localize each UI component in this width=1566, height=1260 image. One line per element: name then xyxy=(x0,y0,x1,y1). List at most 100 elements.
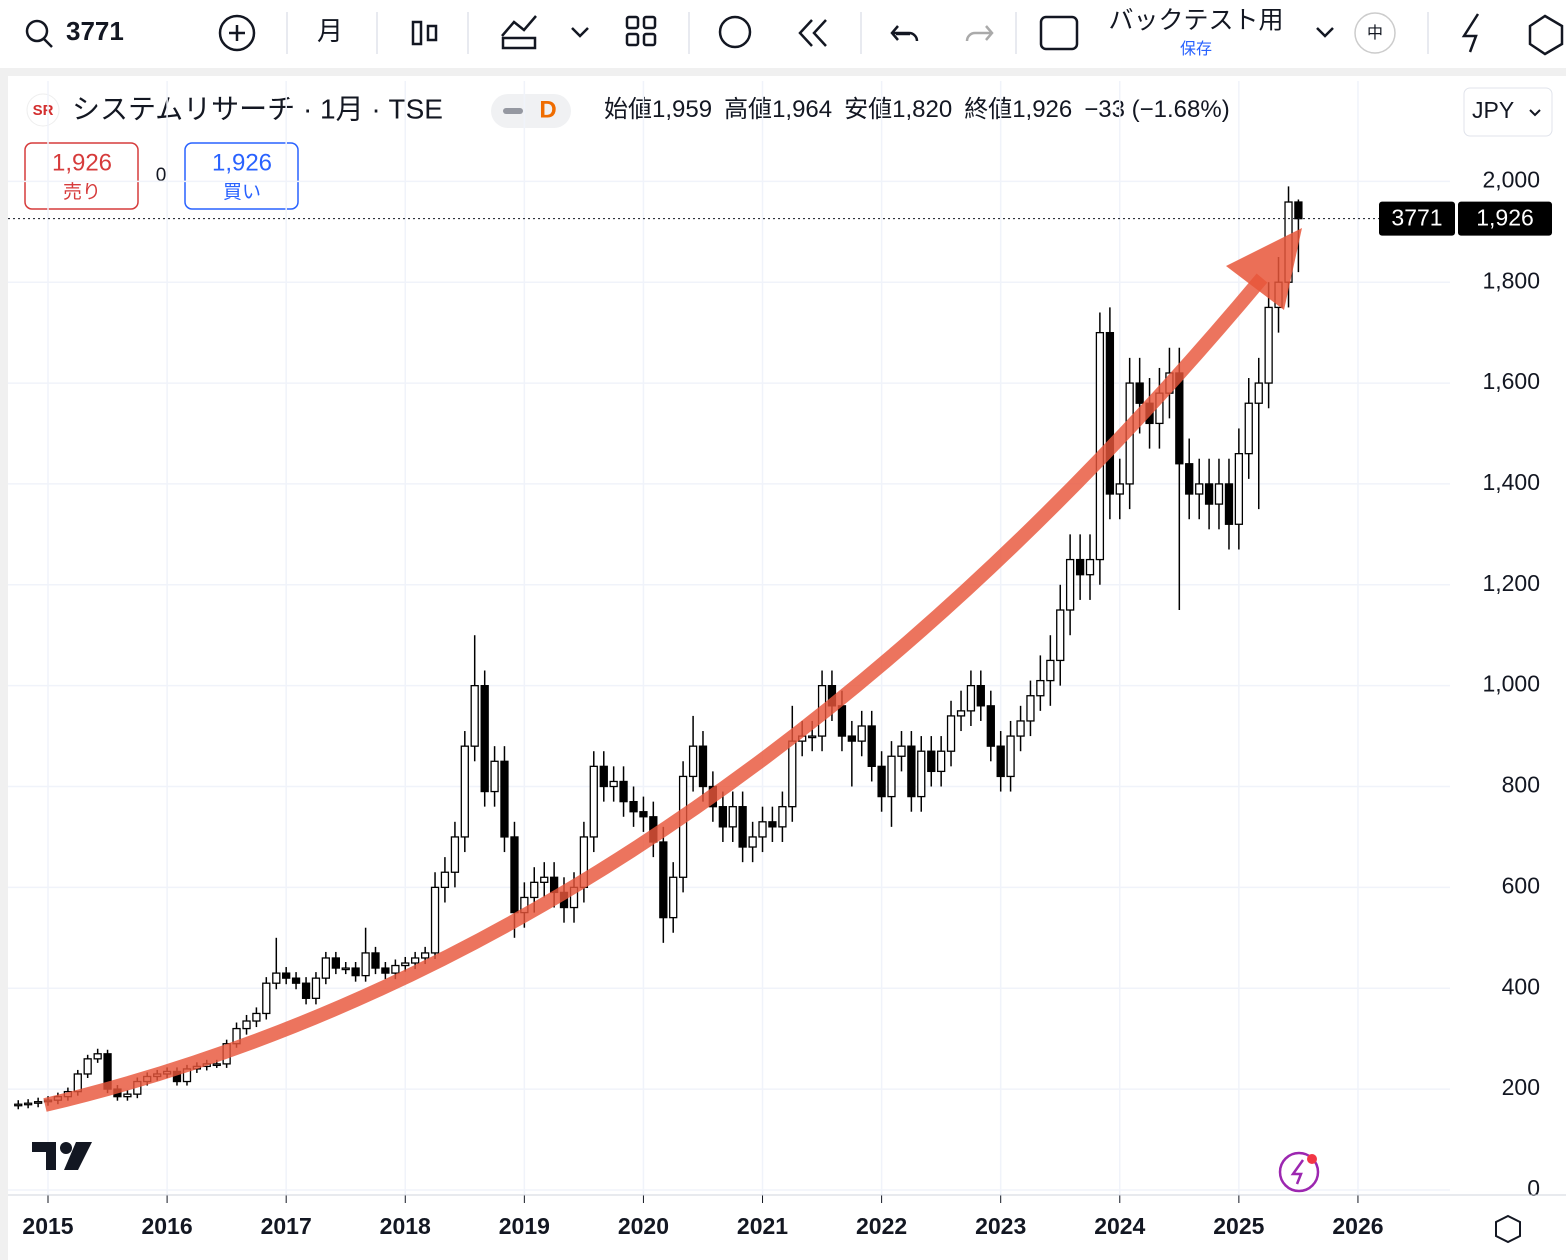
candle-body xyxy=(242,1020,251,1030)
candle-body xyxy=(14,1103,23,1107)
candle-body xyxy=(718,806,728,828)
size-label[interactable]: 中 xyxy=(1367,24,1383,42)
candle-body xyxy=(1016,720,1025,737)
x-tick-label: 2024 xyxy=(1094,1213,1145,1239)
backtest[interactable]: バックテスト用 xyxy=(1108,7,1283,35)
candle-body xyxy=(1135,382,1144,404)
candle-body xyxy=(123,1093,132,1098)
notification-dot xyxy=(1307,1154,1317,1164)
candle-body xyxy=(1294,201,1303,220)
currency[interactable]: JPY xyxy=(1472,97,1514,123)
candle-body xyxy=(73,1073,82,1093)
dropdown[interactable] xyxy=(571,27,589,38)
candle-body xyxy=(748,836,757,848)
candle-body xyxy=(956,710,966,717)
candle-body xyxy=(629,800,638,813)
candle-body xyxy=(1204,483,1214,505)
buy-label[interactable]: 買い xyxy=(223,182,261,203)
candle-body xyxy=(262,982,271,1015)
buy-button[interactable] xyxy=(184,142,299,210)
ohlc-legend: 始値1,959 高値1,964 安値1,820 終値1,926 −33 (−1.68%) xyxy=(604,96,1230,123)
candle-body xyxy=(936,750,946,773)
indicator-icon[interactable] xyxy=(501,15,537,37)
quick-icon[interactable] xyxy=(1461,13,1480,53)
candle-body xyxy=(837,705,847,737)
currency-button[interactable] xyxy=(1463,87,1553,137)
candle-body xyxy=(321,957,330,979)
candle-body xyxy=(1085,558,1095,576)
sell-label[interactable]: 売り xyxy=(63,181,101,203)
settings-icon[interactable] xyxy=(1528,14,1564,56)
trend-arrow-head xyxy=(1226,228,1302,310)
candle-body xyxy=(639,811,648,818)
candle-body xyxy=(946,715,956,752)
logo xyxy=(26,93,60,127)
interval[interactable]: 月 xyxy=(317,16,343,46)
candle-body xyxy=(847,735,856,742)
candle-body xyxy=(540,876,549,883)
candle-body xyxy=(1026,695,1035,722)
candle-body xyxy=(877,765,886,798)
buy-price[interactable]: 1,926 xyxy=(212,149,272,176)
candle-body xyxy=(738,806,747,848)
candle-body xyxy=(460,745,469,838)
x-tick-label: 2015 xyxy=(22,1213,73,1239)
candle-body xyxy=(897,745,906,757)
replay-icon[interactable] xyxy=(798,19,813,47)
candle-body xyxy=(351,967,360,977)
candle-body xyxy=(430,886,440,954)
candle-body xyxy=(1234,453,1244,525)
layout-icon[interactable] xyxy=(625,15,640,30)
candle-body xyxy=(966,685,976,712)
tv-logo xyxy=(32,1142,92,1170)
candle-body xyxy=(758,821,767,838)
candle-body xyxy=(589,765,598,838)
add-icon[interactable] xyxy=(218,14,256,52)
size-button[interactable] xyxy=(1354,12,1396,54)
badge[interactable] xyxy=(491,94,571,128)
axis-settings[interactable] xyxy=(1495,1214,1521,1244)
candle-body xyxy=(341,967,350,971)
candle-body xyxy=(1254,382,1263,404)
value: 1,820 xyxy=(892,96,952,123)
candle-body xyxy=(1264,306,1273,384)
candle-body xyxy=(401,962,410,967)
x-tick-label: 2022 xyxy=(856,1213,907,1239)
candle-body xyxy=(887,755,896,798)
candle-body xyxy=(331,957,340,969)
sell-price[interactable]: 1,926 xyxy=(52,149,112,176)
candle-body xyxy=(440,871,450,889)
candle-body xyxy=(361,952,370,977)
candle-body xyxy=(917,750,926,798)
dropdown[interactable] xyxy=(1316,27,1334,38)
candle-body xyxy=(1195,483,1204,495)
search-icon xyxy=(25,19,49,43)
y-tick-label: 0 xyxy=(1527,1175,1540,1201)
candle-body xyxy=(599,765,608,788)
candle-body xyxy=(282,972,291,979)
candle-body xyxy=(778,806,787,828)
chart-pane xyxy=(8,76,1566,1260)
x-tick-label: 2025 xyxy=(1213,1213,1264,1239)
candle-body xyxy=(788,740,797,808)
candle-body xyxy=(421,952,430,959)
candle-icon[interactable] xyxy=(411,20,423,46)
save-label[interactable]: 保存 xyxy=(1180,40,1212,58)
fullscreen-icon[interactable] xyxy=(1039,15,1079,51)
sell-button[interactable] xyxy=(24,142,139,210)
candle-body xyxy=(93,1053,102,1060)
y-tick-label: 1,400 xyxy=(1482,469,1540,495)
candle-body xyxy=(23,1102,33,1106)
x-tick-label: 2021 xyxy=(737,1213,788,1239)
trend-arrow xyxy=(43,273,1268,1112)
value: 1,964 xyxy=(772,96,832,123)
label: 始値 xyxy=(604,96,652,123)
candle-body xyxy=(768,821,777,828)
symbol[interactable]: 3771 xyxy=(66,16,124,46)
candle-body xyxy=(381,967,390,974)
redo-icon[interactable] xyxy=(965,31,991,42)
alert-icon[interactable] xyxy=(718,15,752,49)
candle-body xyxy=(1224,483,1234,525)
candle-body xyxy=(1185,463,1194,495)
